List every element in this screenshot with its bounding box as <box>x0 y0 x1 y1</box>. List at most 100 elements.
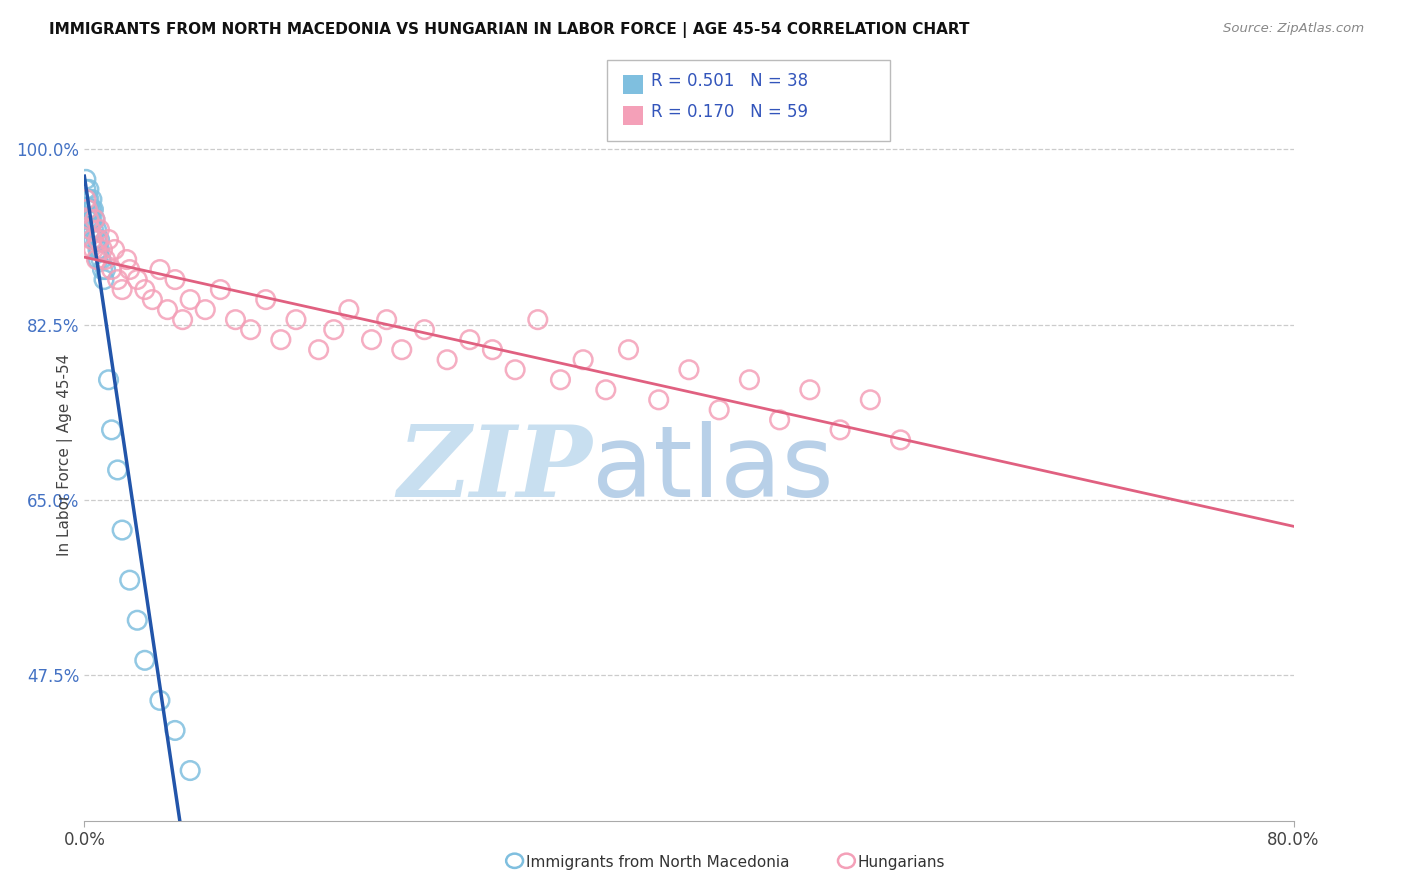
Point <box>678 363 700 377</box>
Point <box>100 262 122 277</box>
Point <box>118 262 141 277</box>
Point <box>179 293 201 307</box>
Point <box>179 764 201 778</box>
Point <box>527 312 550 326</box>
Point <box>100 423 122 437</box>
Point <box>97 373 120 387</box>
Point <box>270 333 292 347</box>
Point <box>76 193 98 207</box>
Point <box>82 202 104 217</box>
Point <box>93 272 115 286</box>
Point <box>91 243 114 257</box>
Point <box>165 272 187 286</box>
Point <box>104 243 127 257</box>
Point <box>89 243 111 257</box>
Text: Hungarians: Hungarians <box>858 855 945 870</box>
Point <box>90 252 112 267</box>
Point <box>503 363 526 377</box>
Point <box>77 212 100 227</box>
Point <box>80 212 103 227</box>
Point <box>82 222 104 236</box>
Y-axis label: In Labor Force | Age 45-54: In Labor Force | Age 45-54 <box>58 354 73 556</box>
Point <box>239 323 262 337</box>
Text: IMMIGRANTS FROM NORTH MACEDONIA VS HUNGARIAN IN LABOR FORCE | AGE 45-54 CORRELAT: IMMIGRANTS FROM NORTH MACEDONIA VS HUNGA… <box>49 22 970 38</box>
Point <box>79 222 101 236</box>
Point <box>86 232 108 246</box>
Point <box>79 202 101 217</box>
Point <box>87 232 110 246</box>
Point <box>87 252 110 267</box>
Point <box>77 202 100 217</box>
Point <box>107 272 129 286</box>
Point <box>107 463 129 477</box>
Point <box>76 202 98 217</box>
Point <box>360 333 382 347</box>
Point <box>75 182 97 196</box>
Text: Immigrants from North Macedonia: Immigrants from North Macedonia <box>526 855 789 870</box>
Point <box>84 212 107 227</box>
Point <box>118 573 141 587</box>
Point <box>111 523 134 537</box>
Point <box>209 283 232 297</box>
Point <box>97 232 120 246</box>
Point <box>890 433 912 447</box>
Point <box>91 262 114 277</box>
Point <box>86 222 108 236</box>
Text: R = 0.170   N = 59: R = 0.170 N = 59 <box>651 103 808 121</box>
Point <box>481 343 503 357</box>
Point <box>111 283 134 297</box>
Point <box>82 243 104 257</box>
Point <box>80 202 103 217</box>
Point <box>550 373 572 387</box>
Point <box>134 283 156 297</box>
Point <box>308 343 330 357</box>
Point <box>322 323 344 337</box>
Point <box>89 232 111 246</box>
Point <box>165 723 187 738</box>
Point <box>76 202 98 217</box>
Point <box>436 352 458 367</box>
Point <box>75 193 97 207</box>
Point <box>254 293 277 307</box>
Point <box>134 653 156 667</box>
Point <box>413 323 436 337</box>
Point <box>391 343 413 357</box>
Point <box>94 262 117 277</box>
Point <box>709 402 731 417</box>
Point <box>337 302 360 317</box>
Point <box>595 383 617 397</box>
Point <box>375 312 398 326</box>
Point <box>87 243 110 257</box>
Point <box>149 262 172 277</box>
Text: atlas: atlas <box>592 421 834 518</box>
Point <box>149 693 172 707</box>
Point <box>79 212 101 227</box>
Point <box>769 413 792 427</box>
Point <box>79 222 101 236</box>
Point <box>141 293 163 307</box>
Point <box>115 252 138 267</box>
Point <box>648 392 671 407</box>
Point <box>830 423 852 437</box>
Point <box>194 302 217 317</box>
Point <box>285 312 308 326</box>
Point <box>84 212 107 227</box>
Point <box>225 312 247 326</box>
Point <box>77 193 100 207</box>
Point <box>617 343 640 357</box>
Point <box>172 312 194 326</box>
Point <box>859 392 882 407</box>
Point <box>572 352 595 367</box>
Text: R = 0.501   N = 38: R = 0.501 N = 38 <box>651 72 808 90</box>
Point <box>458 333 481 347</box>
Point <box>127 272 149 286</box>
Point <box>127 613 149 627</box>
Point <box>94 252 117 267</box>
Point <box>738 373 761 387</box>
Point <box>80 232 103 246</box>
Point <box>76 212 98 227</box>
Text: Source: ZipAtlas.com: Source: ZipAtlas.com <box>1223 22 1364 36</box>
Text: ZIP: ZIP <box>398 421 592 517</box>
Point <box>82 232 104 246</box>
Point <box>75 172 97 186</box>
